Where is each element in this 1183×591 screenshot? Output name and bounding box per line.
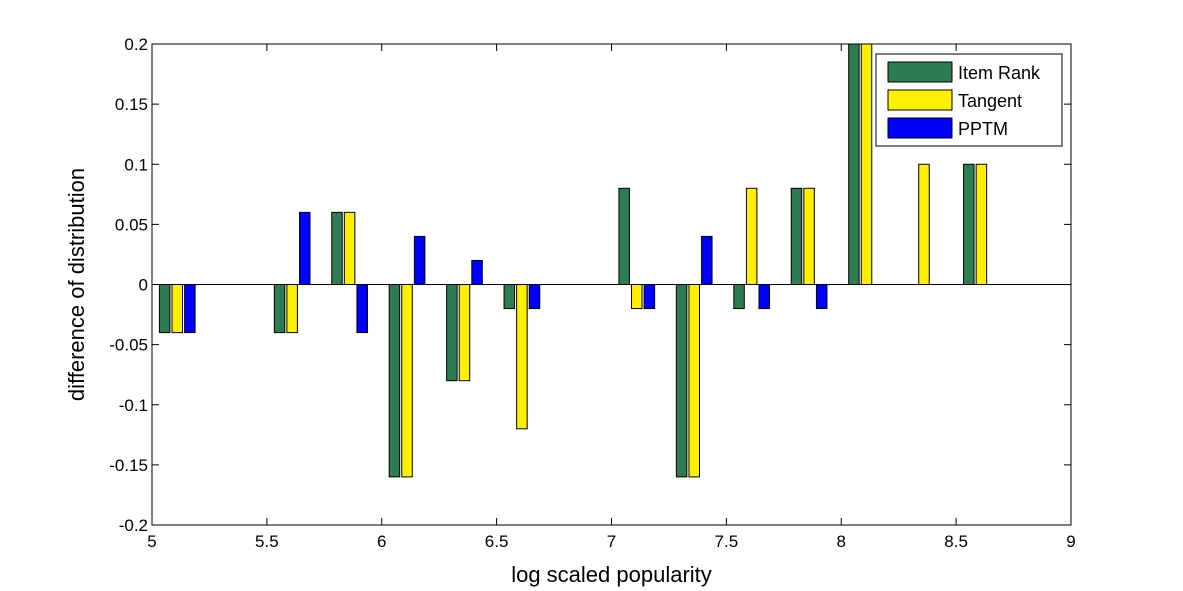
y-tick-label-3: 0.05: [115, 215, 148, 234]
bar-tangent-12: [975, 163, 988, 285]
axis-ticks: 5 5.5 6 6.5 7 7.5 8 8.5 9 0.2 0.15 0.1 0.05 0 -0.05 -0.…: [109, 35, 1075, 551]
bar-tangent-7: [688, 284, 700, 478]
bar-tangent-10: [860, 43, 873, 285]
bar-tangent-1: [286, 284, 298, 334]
bar-pptm-5: [528, 284, 541, 310]
bar-tangent-6: [631, 284, 643, 310]
bar-item-rank-1: [273, 284, 286, 334]
y-tick-label-4: 0: [139, 276, 148, 295]
bar-item-rank-7: [675, 284, 688, 478]
bar-item-rank-2: [331, 211, 343, 286]
legend-swatch-0: [887, 61, 953, 83]
bar-item-rank-5: [503, 284, 516, 310]
x-axis-label: log scaled popularity: [511, 562, 712, 587]
x-tick-label-2: 6: [377, 532, 386, 551]
y-tick-label-6: -0.1: [119, 396, 148, 415]
legend-label-0: Item Rank: [958, 63, 1041, 83]
legend-label-1: Tangent: [958, 91, 1022, 111]
legend-label-2: PPTM: [958, 119, 1008, 139]
bar-item-rank-9: [790, 187, 803, 285]
x-tick-label-6: 8: [837, 532, 846, 551]
bar-pptm-9: [815, 284, 828, 310]
legend: Item Rank Tangent PPTM: [875, 53, 1063, 147]
x-tick-label-0: 5: [147, 532, 156, 551]
bar-tangent-8: [745, 187, 758, 285]
bar-pptm-3: [413, 235, 426, 285]
bar-pptm-7: [701, 235, 713, 285]
bar-tangent-11: [918, 163, 930, 285]
bar-tangent-5: [516, 284, 528, 430]
bar-tangent-2: [343, 211, 356, 286]
x-tick-label-8: 9: [1066, 532, 1075, 551]
bar-item-rank-3: [388, 284, 401, 478]
bar-item-rank-4: [446, 284, 458, 382]
bar-item-rank-0: [158, 284, 171, 334]
bar-tangent-4: [458, 284, 471, 382]
legend-swatch-1: [887, 89, 953, 111]
bar-item-rank-8: [733, 284, 745, 310]
y-axis-label: difference of distribution: [64, 168, 89, 401]
bar-item-rank-6: [618, 187, 630, 285]
x-tick-label-5: 7.5: [715, 532, 739, 551]
bar-pptm-0: [184, 284, 196, 334]
bar-tangent-3: [401, 284, 413, 478]
bar-pptm-4: [471, 259, 483, 286]
x-tick-label-1: 5.5: [255, 532, 279, 551]
y-tick-label-1: 0.15: [115, 95, 148, 114]
bar-tangent-9: [803, 187, 815, 285]
bar-pptm-8: [758, 284, 770, 310]
bars-group: [158, 43, 988, 478]
x-tick-label-4: 7: [607, 532, 616, 551]
y-tick-label-8: -0.2: [119, 516, 148, 535]
bar-item-rank-12: [963, 163, 975, 285]
bar-pptm-1: [298, 211, 311, 286]
bar-pptm-6: [643, 284, 656, 310]
bar-item-rank-10: [848, 43, 860, 285]
bar-tangent-0: [171, 284, 184, 334]
x-tick-label-7: 8.5: [944, 532, 968, 551]
bar-pptm-2: [356, 284, 368, 334]
legend-swatch-2: [887, 117, 953, 139]
y-tick-label-7: -0.15: [109, 456, 148, 475]
y-tick-label-2: 0.1: [124, 155, 148, 174]
y-tick-label-0: 0.2: [124, 35, 148, 54]
x-tick-label-3: 6.5: [485, 532, 509, 551]
y-tick-label-5: -0.05: [109, 336, 148, 355]
